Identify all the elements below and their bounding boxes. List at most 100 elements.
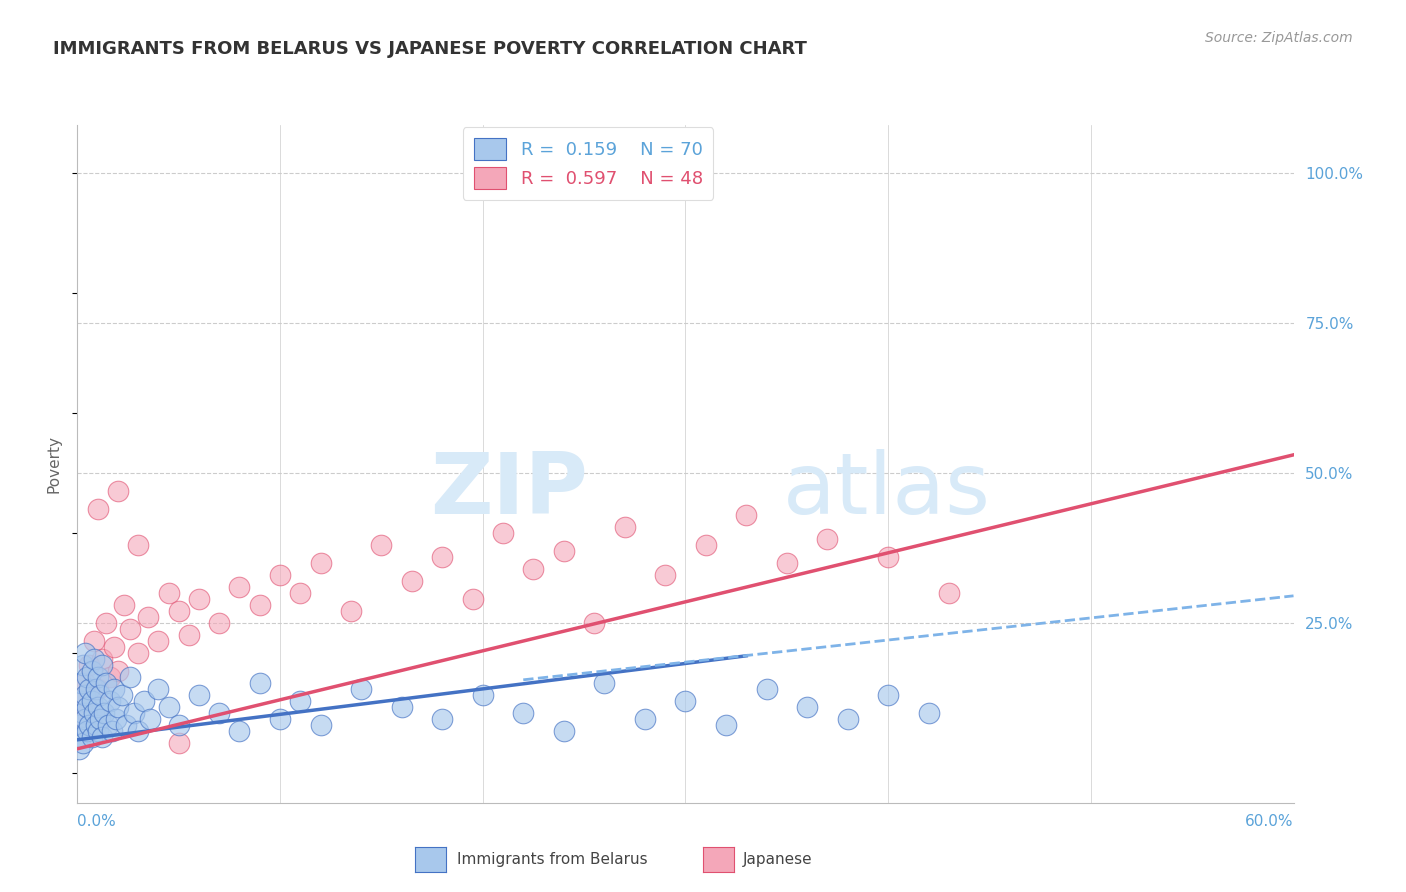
Point bbox=[512, 706, 534, 720]
Text: Japanese: Japanese bbox=[742, 853, 813, 867]
Point bbox=[112, 598, 135, 612]
Point bbox=[89, 712, 111, 726]
Point bbox=[76, 706, 98, 720]
Point bbox=[522, 562, 544, 576]
Point bbox=[89, 688, 111, 702]
Point bbox=[80, 664, 103, 678]
Point bbox=[70, 675, 93, 690]
Point bbox=[107, 699, 129, 714]
Point bbox=[492, 525, 515, 540]
Point bbox=[755, 681, 778, 696]
Point bbox=[70, 694, 93, 708]
Point bbox=[86, 670, 108, 684]
Point bbox=[103, 681, 125, 696]
Point bbox=[593, 675, 616, 690]
Point bbox=[93, 706, 115, 720]
Point bbox=[101, 723, 124, 738]
Point bbox=[290, 586, 312, 600]
Point bbox=[86, 699, 108, 714]
Point bbox=[115, 718, 138, 732]
Point bbox=[938, 586, 960, 600]
Point bbox=[401, 574, 423, 588]
Point bbox=[72, 694, 94, 708]
Point bbox=[269, 712, 291, 726]
Point bbox=[94, 615, 117, 630]
Point bbox=[309, 556, 332, 570]
Point bbox=[127, 723, 149, 738]
Point bbox=[877, 549, 900, 564]
Point bbox=[118, 670, 141, 684]
Point bbox=[86, 723, 108, 738]
Text: 0.0%: 0.0% bbox=[77, 814, 117, 829]
Point bbox=[553, 723, 575, 738]
Point bbox=[122, 706, 145, 720]
Point bbox=[86, 681, 108, 696]
Point bbox=[67, 718, 90, 732]
Point bbox=[98, 694, 121, 708]
Point bbox=[228, 580, 250, 594]
Point bbox=[90, 652, 112, 666]
Text: IMMIGRANTS FROM BELARUS VS JAPANESE POVERTY CORRELATION CHART: IMMIGRANTS FROM BELARUS VS JAPANESE POVE… bbox=[53, 40, 807, 58]
Point bbox=[83, 652, 105, 666]
Point bbox=[118, 622, 141, 636]
Point bbox=[157, 586, 180, 600]
Text: Immigrants from Belarus: Immigrants from Belarus bbox=[457, 853, 648, 867]
Point bbox=[83, 633, 105, 648]
Point bbox=[461, 591, 484, 606]
Point bbox=[877, 688, 900, 702]
Text: Source: ZipAtlas.com: Source: ZipAtlas.com bbox=[1205, 31, 1353, 45]
Point bbox=[79, 657, 101, 672]
Point bbox=[188, 591, 211, 606]
Point bbox=[127, 646, 149, 660]
Point bbox=[167, 718, 190, 732]
Point bbox=[370, 538, 392, 552]
Point bbox=[104, 712, 127, 726]
Point bbox=[103, 640, 125, 654]
Point bbox=[70, 730, 93, 744]
Point bbox=[432, 549, 454, 564]
Point bbox=[249, 598, 271, 612]
Point bbox=[83, 706, 105, 720]
Point bbox=[167, 736, 190, 750]
Point bbox=[269, 567, 291, 582]
Point bbox=[309, 718, 332, 732]
Text: ZIP: ZIP bbox=[430, 450, 588, 533]
Point bbox=[139, 712, 162, 726]
Point bbox=[583, 615, 606, 630]
Point bbox=[208, 706, 231, 720]
Point bbox=[148, 633, 170, 648]
Point bbox=[107, 483, 129, 498]
Point bbox=[837, 712, 859, 726]
Point bbox=[76, 670, 98, 684]
Point bbox=[80, 730, 103, 744]
Point bbox=[86, 501, 108, 516]
Point bbox=[167, 604, 190, 618]
Point bbox=[471, 688, 494, 702]
Point bbox=[918, 706, 941, 720]
Point bbox=[148, 681, 170, 696]
Point bbox=[695, 538, 717, 552]
Point bbox=[79, 681, 101, 696]
Point bbox=[127, 538, 149, 552]
Point bbox=[72, 736, 94, 750]
Point bbox=[80, 694, 103, 708]
Point bbox=[72, 706, 94, 720]
Point bbox=[72, 657, 94, 672]
Point bbox=[97, 718, 120, 732]
Text: 60.0%: 60.0% bbox=[1246, 814, 1294, 829]
Point bbox=[67, 741, 90, 756]
Point bbox=[136, 610, 159, 624]
Point bbox=[796, 699, 818, 714]
Point bbox=[654, 567, 676, 582]
Point bbox=[76, 723, 98, 738]
Point bbox=[76, 699, 98, 714]
Point bbox=[98, 670, 121, 684]
Point bbox=[188, 688, 211, 702]
Point bbox=[70, 718, 93, 732]
Legend: R =  0.159    N = 70, R =  0.597    N = 48: R = 0.159 N = 70, R = 0.597 N = 48 bbox=[463, 128, 713, 200]
Point bbox=[735, 508, 758, 522]
Point bbox=[177, 628, 200, 642]
Point bbox=[340, 604, 363, 618]
Text: atlas: atlas bbox=[783, 450, 991, 533]
Point bbox=[79, 718, 101, 732]
